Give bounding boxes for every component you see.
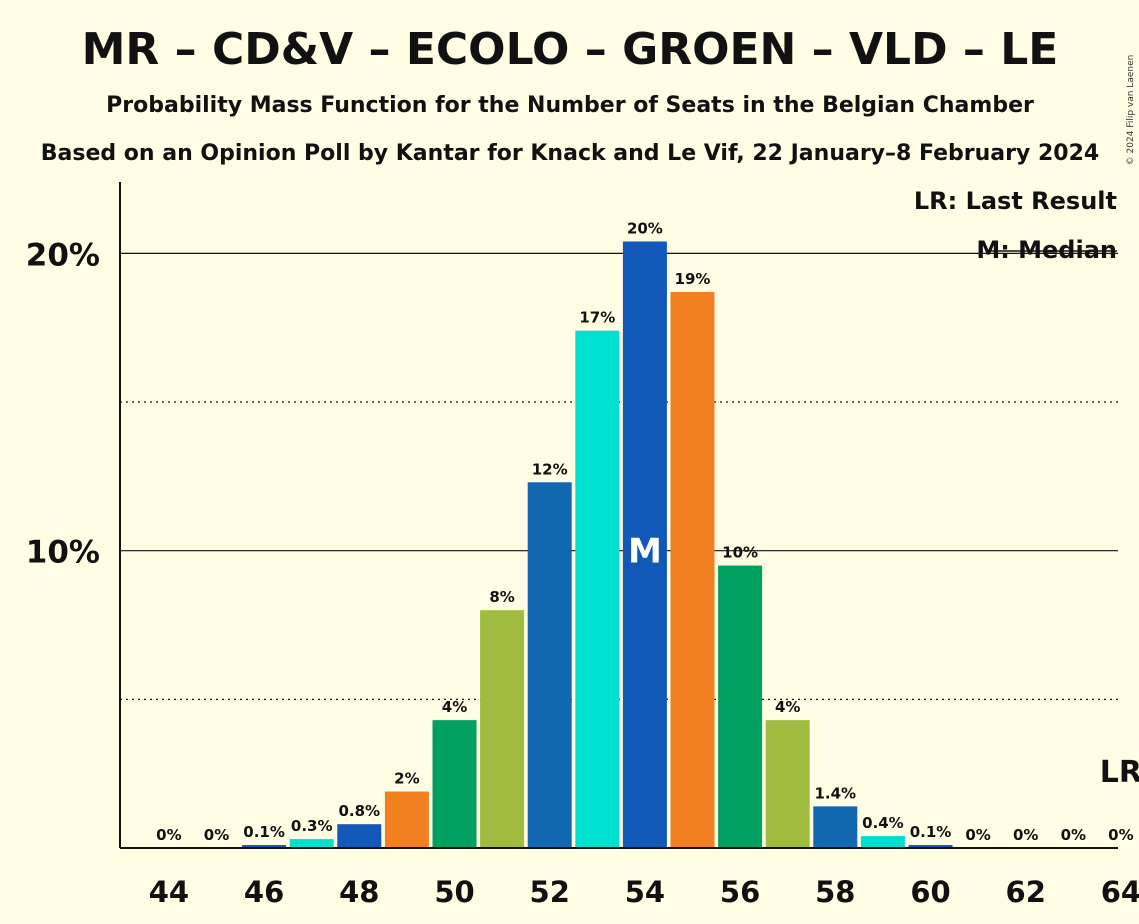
bar-47 [289,839,334,848]
x-tick-label-64: 64 [1101,875,1139,909]
y-tick-label-0: 10% [26,535,100,571]
bar-55 [670,292,715,849]
bar-56 [718,565,763,848]
chart-title: MR – CD&V – ECOLO – GROEN – VLD – LE [82,24,1059,75]
median-marker: M [628,532,662,572]
bar-label-64: 0% [1108,826,1133,844]
x-tick-label-62: 62 [1006,875,1046,909]
x-tick-label-54: 54 [625,875,665,909]
bar-label-45: 0% [204,826,229,844]
bar-59 [860,836,905,848]
bar-label-50: 4% [442,698,467,716]
y-tick-label-1: 20% [26,237,100,273]
x-tick-label-48: 48 [339,875,379,909]
last-result-marker: LR [1100,755,1139,790]
axes [119,182,1118,849]
bar-label-62: 0% [1013,826,1038,844]
bar-label-44: 0% [156,826,181,844]
bar-58 [813,806,858,848]
bar-label-61: 0% [965,826,990,844]
x-tick-label-58: 58 [815,875,855,909]
bar-label-53: 17% [579,309,615,327]
bar-label-46: 0.1% [243,823,285,841]
bar-57 [765,720,810,848]
bar-label-60: 0.1% [910,823,952,841]
bars [242,241,953,849]
bar-label-59: 0.4% [862,814,904,832]
bar-label-52: 12% [532,460,568,478]
bar-label-63: 0% [1061,826,1086,844]
x-tick-label-50: 50 [434,875,474,909]
bar-53 [575,330,620,848]
bar-label-48: 0.8% [338,802,380,820]
legend-last-result: LR: Last Result [914,187,1117,215]
bar-46 [242,845,287,848]
bar-49 [384,791,429,848]
copyright-notice: © 2024 Filip van Laenen [1126,55,1136,166]
x-tick-label-56: 56 [720,875,760,909]
x-tick-label-44: 44 [149,875,189,909]
bar-52 [527,482,572,848]
bar-value-labels: 0% 0% 0.1% 0.3% 0.8% 2% 4% 8% 12% 17% 20% M 19% 10% 4%… [156,219,1139,844]
x-tick-label-46: 46 [244,875,284,909]
bar-label-58: 1.4% [814,784,856,802]
bar-60 [908,845,953,848]
bar-50 [432,720,477,848]
chart-subtitle-2: Based on an Opinion Poll by Kantar for K… [41,141,1099,166]
bar-label-49: 2% [394,770,419,788]
bar-54 [622,241,667,848]
chart-subtitle-1: Probability Mass Function for the Number… [106,93,1034,118]
legend-median: M: Median [976,236,1117,264]
bar-label-51: 8% [489,588,514,606]
x-tick-label-52: 52 [530,875,570,909]
bar-label-54: 20% [627,219,663,237]
bar-label-47: 0.3% [291,817,333,835]
bar-51 [480,610,525,848]
bar-label-55: 19% [675,270,711,288]
tick-labels: 44 46 48 50 52 54 56 58 60 62 64 10% 20% [26,237,1139,909]
bar-label-56: 10% [722,544,758,562]
x-tick-label-60: 60 [910,875,950,909]
bar-label-57: 4% [775,698,800,716]
bar-48 [337,824,382,848]
